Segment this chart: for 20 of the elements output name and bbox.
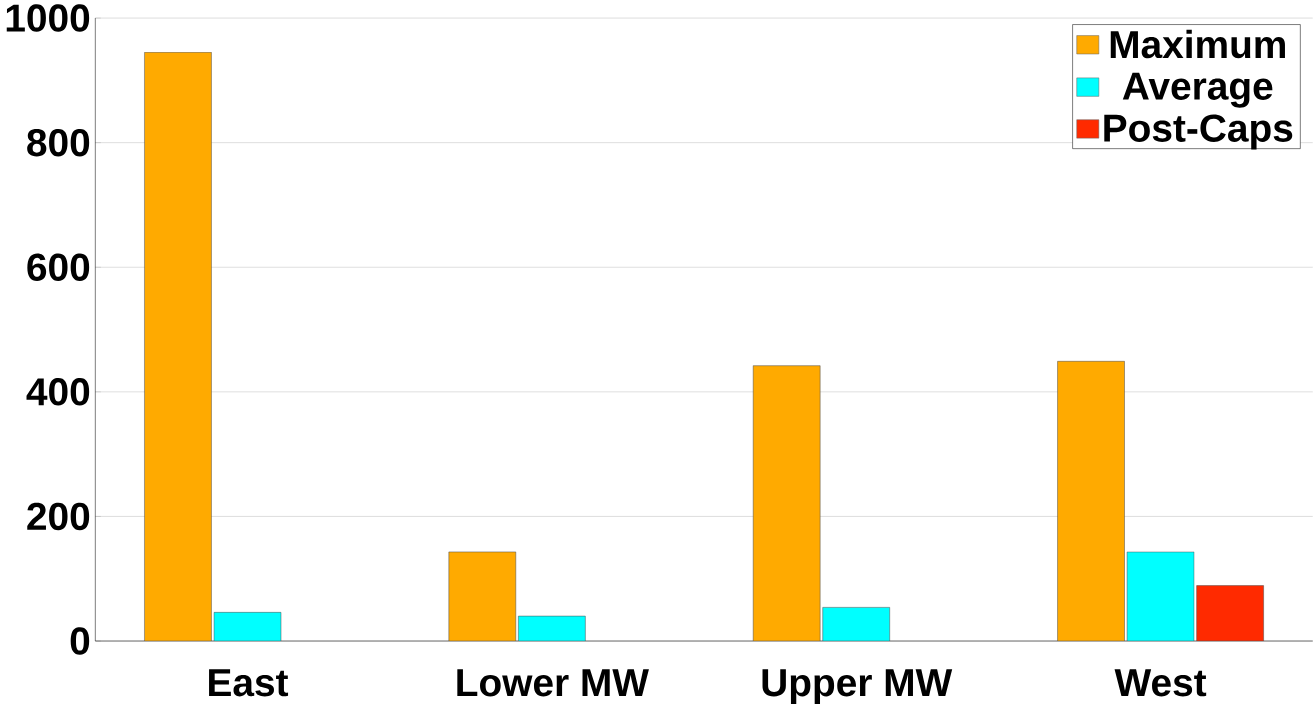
y-tick-label: 800 (27, 128, 90, 157)
bar (1057, 360, 1125, 641)
bar (1196, 585, 1264, 641)
x-tick-label: Upper MW (762, 669, 953, 704)
y-tick-label: 600 (27, 253, 90, 281)
bar (518, 615, 586, 641)
y-tick-label: 0 (70, 627, 90, 655)
x-tick-label: West (1114, 669, 1207, 697)
x-tick-label: Lower MW (457, 669, 649, 697)
bar (752, 365, 821, 641)
legend-label: Post-Caps (1104, 114, 1293, 150)
bar (144, 51, 212, 641)
y-tick-label: 200 (27, 502, 90, 531)
legend-label: Average (1122, 72, 1273, 108)
bar (213, 611, 282, 641)
x-tick-label: East (209, 669, 289, 697)
bar (448, 551, 517, 641)
y-tick-label: 1000 (6, 4, 90, 32)
legend-label: Maximum (1110, 29, 1285, 59)
y-tick-label: 400 (26, 377, 90, 406)
